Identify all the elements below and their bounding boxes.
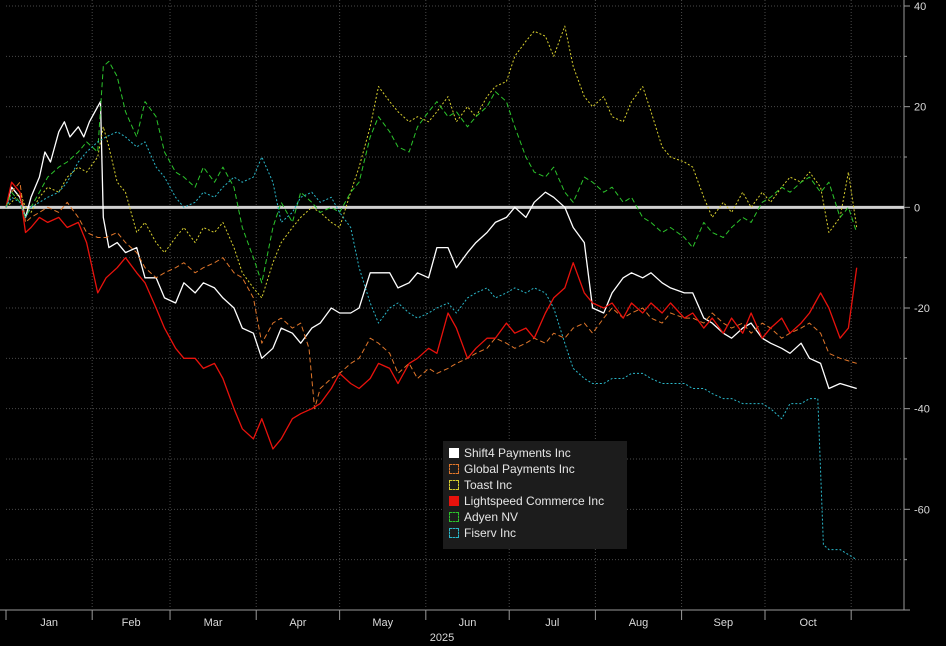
series-line-5: [5, 131, 857, 561]
x-axis-year-label: 2025: [430, 632, 454, 644]
legend-label: Adyen NV: [464, 510, 519, 524]
x-tick-label: Oct: [800, 617, 817, 629]
y-tick-label: -20: [914, 303, 930, 315]
x-tick-label: Aug: [629, 617, 649, 629]
legend-label: Toast Inc: [464, 478, 513, 492]
legend-swatch: [449, 480, 459, 490]
legend-swatch: [449, 528, 459, 538]
x-tick-label: Jul: [545, 617, 559, 629]
y-tick-label: 40: [914, 1, 926, 13]
legend-label: Global Payments Inc: [464, 462, 575, 476]
series-line-0: [5, 100, 857, 390]
x-tick-label: Jan: [40, 617, 58, 629]
legend: Shift4 Payments Inc Global Payments Inc To…: [443, 441, 627, 549]
legend-item: Fiserv Inc: [449, 525, 627, 541]
legend-item: Adyen NV: [449, 509, 627, 525]
x-tick-label: Jun: [459, 617, 477, 629]
y-tick-label: -60: [914, 504, 930, 516]
legend-label: Shift4 Payments Inc: [464, 446, 571, 460]
legend-swatch: [449, 464, 459, 474]
series-lines: [5, 25, 858, 561]
legend-item: Lightspeed Commerce Inc: [449, 493, 627, 509]
legend-swatch: [449, 512, 459, 522]
series-line-1: [5, 181, 857, 410]
legend-item: Global Payments Inc: [449, 461, 627, 477]
legend-label: Fiserv Inc: [464, 526, 517, 540]
y-tick-label: 0: [914, 202, 920, 214]
legend-swatch: [449, 496, 459, 506]
x-tick-label: May: [372, 617, 393, 629]
series-line-2: [5, 25, 858, 299]
y-axis: 40 20 0 -20 -40 -60: [904, 1, 930, 611]
legend-item: Toast Inc: [449, 477, 627, 493]
x-tick-label: Sep: [713, 617, 733, 629]
y-tick-label: 20: [914, 102, 926, 114]
grid-lines: [0, 0, 905, 611]
x-tick-label: Apr: [289, 617, 306, 629]
x-axis: Jan Feb Mar Apr May Jun Jul Aug Sep Oct: [5, 610, 852, 629]
x-tick-label: Mar: [204, 617, 223, 629]
series-line-4: [5, 60, 858, 284]
legend-swatch: [449, 448, 459, 458]
legend-label: Lightspeed Commerce Inc: [464, 494, 605, 508]
x-tick-label: Feb: [122, 617, 141, 629]
series-line-3: [5, 181, 858, 450]
legend-item: Shift4 Payments Inc: [449, 445, 627, 461]
y-tick-label: -40: [914, 404, 930, 416]
